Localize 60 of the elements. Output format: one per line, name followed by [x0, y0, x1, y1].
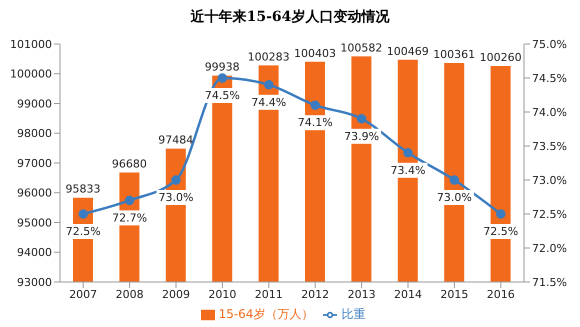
data-label: 73.9% [344, 130, 380, 143]
data-label: 72.5% [483, 225, 518, 238]
data-label: 72.7% [112, 211, 148, 224]
point [124, 196, 134, 206]
y2-tick-label: 74.0% [532, 106, 567, 119]
x-tick-label: 2012 [301, 288, 330, 301]
chart-title: 近十年来15-64岁人口变动情况 [190, 8, 390, 27]
data-label: 100260 [480, 51, 522, 64]
data-label: 100283 [248, 50, 290, 64]
data-label: 74.4% [251, 96, 286, 109]
x-tick-label: 2008 [116, 288, 144, 301]
y-tick-label: 93000 [17, 276, 52, 289]
data-label: 96680 [112, 158, 147, 171]
point [356, 114, 366, 124]
y2-tick-label: 72.5% [532, 208, 567, 221]
data-label: 73.4% [390, 164, 426, 177]
data-label: 95833 [66, 182, 100, 196]
y-tick-label: 100000 [10, 68, 52, 81]
x-tick-label: 2014 [394, 288, 422, 301]
y-tick-label: 101000 [10, 38, 52, 51]
y-tick-label: 99000 [17, 97, 52, 110]
x-tick-label: 2011 [254, 288, 283, 301]
y2-tick-label: 71.5% [532, 276, 567, 289]
data-label: 100361 [433, 48, 476, 62]
data-label: 73.0% [436, 191, 472, 204]
data-label: 74.5% [204, 89, 240, 102]
data-label: 100403 [294, 46, 336, 60]
x-tick-label: 2013 [348, 288, 376, 301]
data-label: 100582 [340, 41, 382, 54]
y2-tick-label: 73.0% [532, 174, 567, 187]
y2-tick-label: 72.0% [532, 242, 567, 255]
y-tick-label: 95000 [17, 216, 52, 230]
point [310, 100, 320, 110]
point [78, 209, 88, 219]
point [496, 209, 506, 219]
x-tick-label: 2010 [208, 288, 236, 301]
y2-tick-label: 74.5% [532, 72, 567, 85]
legend-label: 15-64岁（万人） [218, 307, 314, 321]
y-tick-label: 96000 [17, 186, 52, 200]
x-tick-label: 2016 [486, 288, 515, 301]
data-label: 74.1% [298, 116, 333, 130]
point [171, 175, 181, 185]
y2-tick-label: 73.5% [532, 140, 567, 153]
data-label: 97484 [158, 134, 194, 147]
x-tick-label: 2015 [440, 288, 468, 301]
point [450, 175, 460, 185]
data-label: 100469 [386, 44, 429, 58]
point [403, 148, 413, 158]
point [264, 80, 274, 90]
y-tick-label: 94000 [17, 246, 52, 260]
x-tick-label: 2007 [69, 288, 98, 301]
point [218, 73, 228, 83]
legend-label: 比重 [341, 307, 366, 321]
data-label: 99938 [204, 60, 240, 74]
y-tick-label: 98000 [17, 127, 52, 140]
data-label: 73.0% [158, 191, 194, 204]
y2-tick-label: 75.0% [532, 38, 567, 51]
y-tick-label: 97000 [17, 156, 52, 170]
x-tick-label: 2009 [162, 288, 190, 301]
data-label: 72.5% [66, 225, 101, 238]
